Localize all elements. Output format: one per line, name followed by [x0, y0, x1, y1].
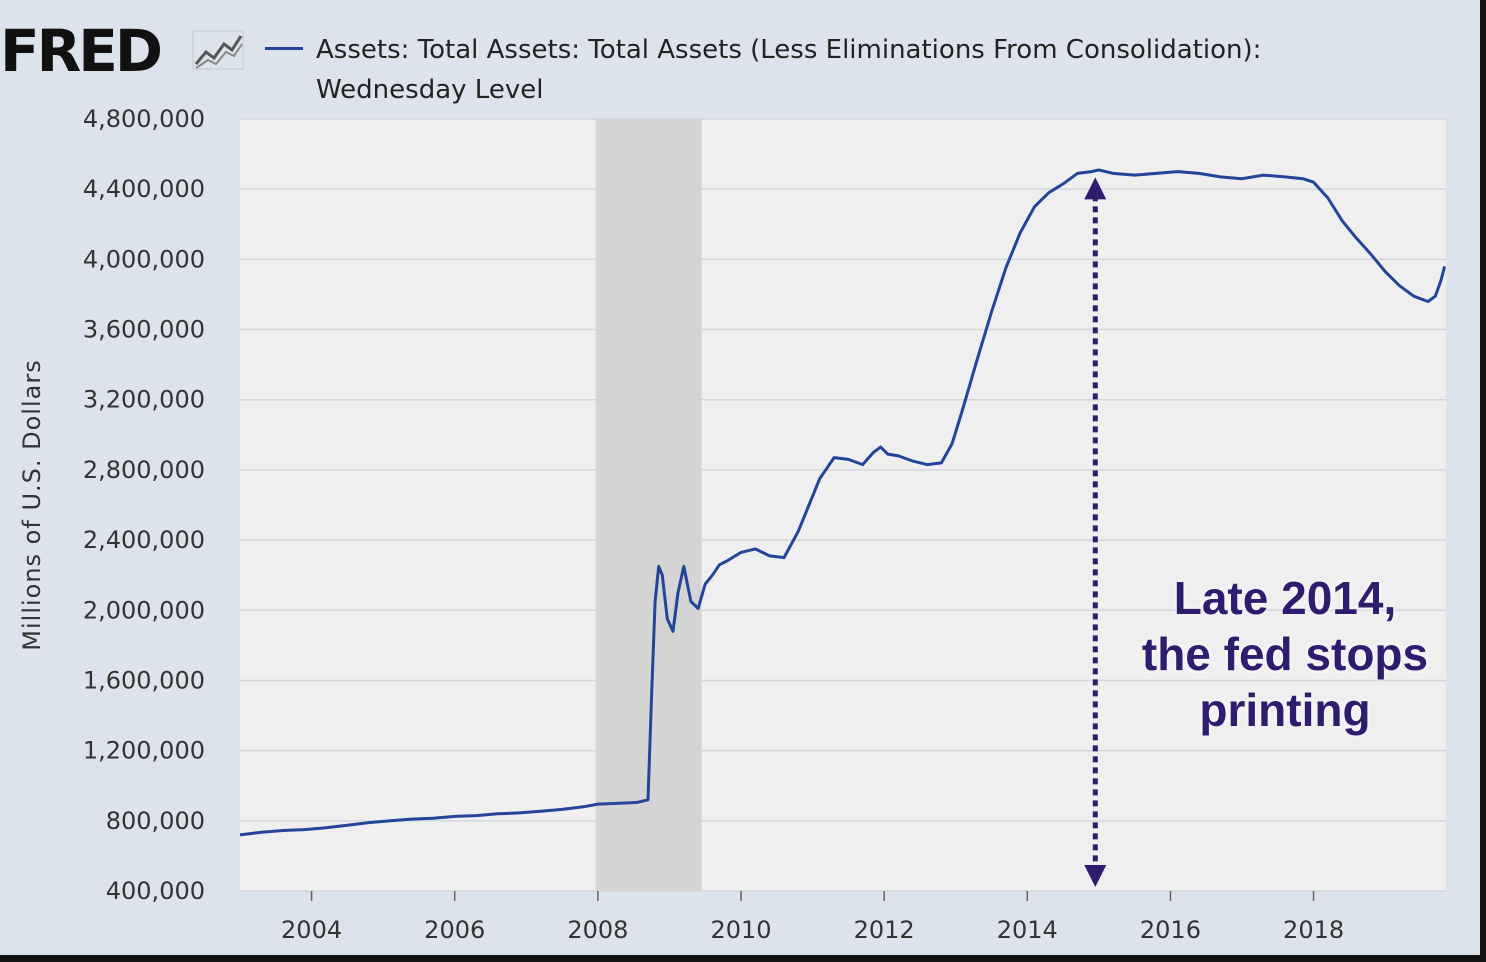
trend-line-icon	[192, 30, 244, 70]
x-tick-label: 2004	[281, 916, 342, 944]
y-tick-label: 3,600,000	[83, 316, 205, 344]
legend-label: Assets: Total Assets: Total Assets (Less…	[316, 35, 1262, 105]
y-tick-label: 3,200,000	[83, 386, 205, 414]
y-tick-label: 800,000	[106, 807, 205, 835]
x-tick-label: 2008	[567, 916, 628, 944]
x-tick-label: 2006	[424, 916, 485, 944]
x-tick-label: 2014	[997, 916, 1058, 944]
x-tick-label: 2016	[1140, 916, 1201, 944]
x-tick-label: 2018	[1283, 916, 1344, 944]
y-tick-label: 4,400,000	[83, 175, 205, 203]
arrow-head-down	[1084, 865, 1107, 887]
y-axis-label: Millions of U.S. Dollars	[18, 359, 46, 650]
y-tick-label: 2,000,000	[83, 596, 205, 624]
annotation-text: Late 2014, the fed stops printing	[1120, 570, 1450, 738]
y-tick-label: 1,200,000	[83, 737, 205, 765]
y-tick-label: 4,000,000	[83, 245, 205, 273]
y-tick-label: 4,800,000	[83, 105, 205, 133]
x-tick-label: 2012	[854, 916, 915, 944]
y-tick-label: 1,600,000	[83, 666, 205, 694]
y-tick-label: 2,400,000	[83, 526, 205, 554]
y-tick-label: 400,000	[106, 877, 205, 905]
annotation-line: the fed stops	[1141, 628, 1429, 680]
annotation-line: Late 2014,	[1173, 572, 1397, 624]
fred-logo[interactable]: FRED	[0, 17, 163, 85]
y-tick-label: 2,800,000	[83, 456, 205, 484]
plot-area	[240, 119, 1446, 891]
series-line	[239, 168, 1447, 837]
arrow-head-up	[1084, 177, 1107, 200]
x-tick-label: 2010	[710, 916, 771, 944]
legend-swatch	[265, 47, 303, 50]
annotation-line: printing	[1199, 684, 1371, 736]
